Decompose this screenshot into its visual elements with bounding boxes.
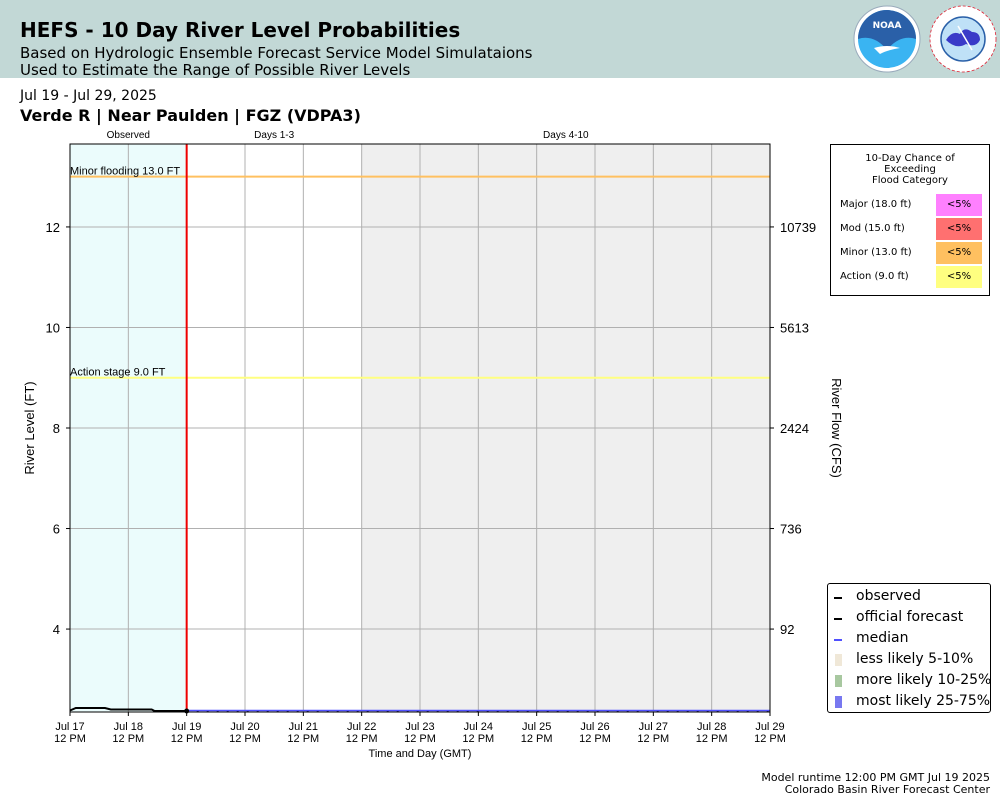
x-tick-label: 12 PM xyxy=(637,733,669,745)
probability-row-label: Action (9.0 ft) xyxy=(840,271,909,282)
forecast-center: Colorado Basin River Forecast Center xyxy=(784,783,990,796)
probability-row-value: <5% xyxy=(936,218,982,240)
probability-title-line: 10-Day Chance of xyxy=(865,153,955,164)
x-tick-label: Jul 23 xyxy=(405,721,434,733)
legend-label: more likely 10-25% xyxy=(856,672,992,688)
probability-row-value: <5% xyxy=(936,242,982,264)
probability-row: Action (9.0 ft) <5% xyxy=(840,266,986,288)
x-tick-label: 12 PM xyxy=(287,733,319,745)
threshold-label: Minor flooding 13.0 FT xyxy=(70,166,180,178)
probability-row-label: Minor (13.0 ft) xyxy=(840,247,912,258)
legend-label: official forecast xyxy=(856,609,964,625)
x-tick-label: 12 PM xyxy=(521,733,553,745)
y2-tick-label: 736 xyxy=(780,522,802,537)
legend-swatch xyxy=(834,639,842,641)
probability-title-line: Flood Category xyxy=(872,175,948,186)
y2-tick-label: 5613 xyxy=(780,320,809,335)
threshold-label: Action stage 9.0 FT xyxy=(70,367,166,379)
series-lines xyxy=(69,707,770,712)
date-range: Jul 19 - Jul 29, 2025 xyxy=(20,88,157,104)
y2-tick-label: 10739 xyxy=(780,220,816,235)
x-tick-label: 12 PM xyxy=(696,733,728,745)
period-label: Days 4-10 xyxy=(543,130,589,141)
x-tick-label: 12 PM xyxy=(579,733,611,745)
x-tick-label: 12 PM xyxy=(754,733,786,745)
legend-label: median xyxy=(856,630,909,646)
y-tick-label: 10 xyxy=(46,320,60,335)
x-tick-label: Jul 20 xyxy=(230,721,259,733)
legend-label: observed xyxy=(856,588,921,604)
probability-row-label: Major (18.0 ft) xyxy=(840,199,912,210)
legend-swatch xyxy=(834,618,842,620)
probability-row-value: <5% xyxy=(936,266,982,288)
y2-tick-label: 2424 xyxy=(780,421,809,436)
x-tick-label: Jul 25 xyxy=(522,721,551,733)
probability-row: Major (18.0 ft) <5% xyxy=(840,194,986,216)
x-tick-label: Jul 26 xyxy=(580,721,609,733)
page-title: HEFS - 10 Day River Level Probabilities xyxy=(20,18,461,42)
x-tick-label: Jul 21 xyxy=(289,721,318,733)
series-observed xyxy=(69,707,187,712)
probability-row-label: Mod (15.0 ft) xyxy=(840,223,905,234)
legend-swatch xyxy=(835,696,842,708)
period-label: Observed xyxy=(107,130,150,141)
y-tick-label: 4 xyxy=(53,622,60,637)
noaa-logo-text: NOAA xyxy=(873,21,902,31)
x-axis-label: Time and Day (GMT) xyxy=(369,748,472,760)
nws-logo xyxy=(929,5,997,73)
x-tick-label: 12 PM xyxy=(404,733,436,745)
period-label: Days 1-3 xyxy=(254,130,294,141)
x-tick-label: 12 PM xyxy=(229,733,261,745)
y-tick-label: 8 xyxy=(53,421,60,436)
probability-row: Minor (13.0 ft) <5% xyxy=(840,242,986,264)
x-tick-label: 12 PM xyxy=(171,733,203,745)
x-tick-label: Jul 27 xyxy=(639,721,668,733)
x-tick-label: 12 PM xyxy=(54,733,86,745)
probability-table: 10-Day Chance of Exceeding Flood Categor… xyxy=(830,144,990,296)
y-axis-label: River Level (FT) xyxy=(22,381,37,474)
x-tick-label: 12 PM xyxy=(112,733,144,745)
header-banner: HEFS - 10 Day River Level Probabilities … xyxy=(0,0,1000,79)
page-subtitle-2: Used to Estimate the Range of Possible R… xyxy=(20,61,411,79)
x-tick-label: Jul 19 xyxy=(172,721,201,733)
y2-axis-label: River Flow (CFS) xyxy=(829,378,844,478)
location-title: Verde R | Near Paulden | FGZ (VDPA3) xyxy=(20,106,361,125)
x-tick-label: 12 PM xyxy=(346,733,378,745)
y-tick-label: 12 xyxy=(46,220,60,235)
noaa-logo: NOAA xyxy=(853,5,921,73)
x-tick-label: Jul 18 xyxy=(114,721,143,733)
legend: observed official forecast median less like… xyxy=(827,583,991,713)
x-tick-label: Jul 28 xyxy=(697,721,726,733)
legend-label: less likely 5-10% xyxy=(856,651,974,667)
y2-tick-label: 92 xyxy=(780,622,794,637)
y-tick-label: 6 xyxy=(53,522,60,537)
legend-swatch xyxy=(834,597,842,599)
x-tick-label: Jul 22 xyxy=(347,721,376,733)
legend-swatch xyxy=(835,654,842,666)
x-tick-label: Jul 24 xyxy=(464,721,493,733)
probability-row-value: <5% xyxy=(936,194,982,216)
legend-swatch xyxy=(835,675,842,687)
x-tick-label: Jul 17 xyxy=(55,721,84,733)
x-tick-label: Jul 29 xyxy=(755,721,784,733)
model-runtime: Model runtime 12:00 PM GMT Jul 19 2025 xyxy=(761,771,990,784)
legend-label: most likely 25-75% xyxy=(856,693,991,709)
x-tick-label: 12 PM xyxy=(462,733,494,745)
probability-title-line: Exceeding xyxy=(884,164,936,175)
probability-table-title: 10-Day Chance of Exceeding Flood Categor… xyxy=(831,153,989,186)
page-subtitle-1: Based on Hydrologic Ensemble Forecast Se… xyxy=(20,44,533,62)
probability-row: Mod (15.0 ft) <5% xyxy=(840,218,986,240)
